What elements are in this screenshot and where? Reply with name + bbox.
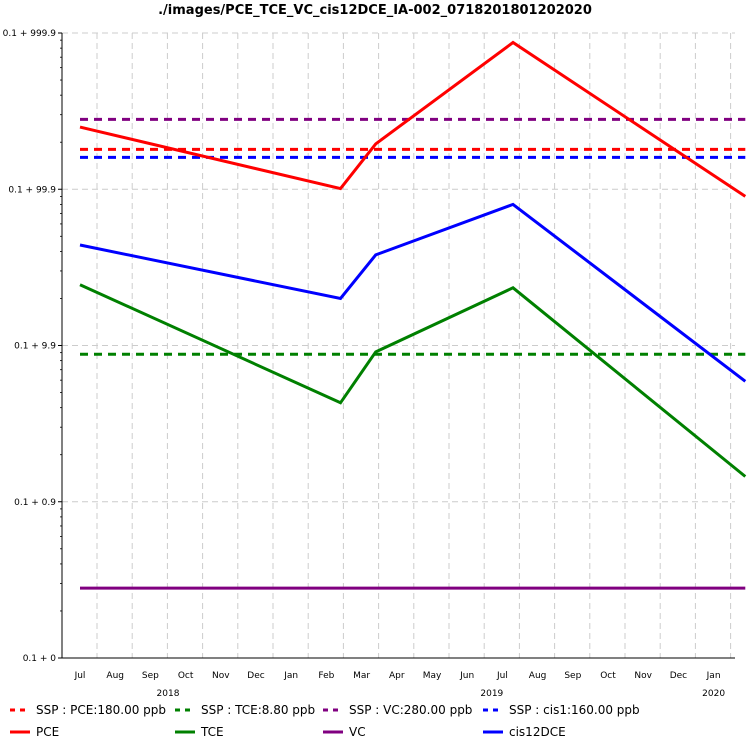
year-label: 2018 xyxy=(157,689,180,699)
axes xyxy=(58,32,735,659)
x-tick-label: Aug xyxy=(106,671,124,681)
y-tick-label: 0.1 + 0 xyxy=(23,654,57,664)
x-tick-label: May xyxy=(423,671,442,681)
legend-item: SSP : cis1:160.00 ppb xyxy=(483,703,640,717)
legend-item: cis12DCE xyxy=(483,725,566,739)
legend-item: SSP : VC:280.00 ppb xyxy=(323,703,472,717)
x-tick-label: Jul xyxy=(496,671,508,681)
chart-title: ./images/PCE_TCE_VC_cis12DCE_IA-002_0718… xyxy=(158,3,592,18)
legend-item: TCE xyxy=(175,725,224,739)
year-label: 2020 xyxy=(702,689,725,699)
x-tick-label: Oct xyxy=(600,671,616,681)
x-tick-label: Nov xyxy=(212,671,230,681)
x-tick-label: Sep xyxy=(564,671,581,681)
legend-label: cis12DCE xyxy=(509,725,566,739)
y-tick-label: 0.1 + 99.9 xyxy=(8,185,56,195)
y-tick-label: 0.1 + 0.9 xyxy=(14,498,56,508)
legend-label: SSP : PCE:180.00 ppb xyxy=(36,703,166,717)
x-tick-label: Aug xyxy=(529,671,547,681)
x-tick-label: Jan xyxy=(283,671,298,681)
x-tick-label: Dec xyxy=(247,671,264,681)
legend-item: VC xyxy=(323,725,366,739)
series-cis12dce xyxy=(79,202,747,383)
legend-item: PCE xyxy=(10,725,59,739)
x-tick-label: Jul xyxy=(74,671,86,681)
legend-label: SSP : cis1:160.00 ppb xyxy=(509,703,640,717)
x-tick-label: Dec xyxy=(670,671,687,681)
x-tick-label: Oct xyxy=(178,671,194,681)
x-tick-label: Feb xyxy=(318,671,334,681)
y-tick-labels: 0.1 + 999.9 0.1 + 99.9 0.1 + 9.9 0.1 + 0.9 0… xyxy=(3,29,57,664)
legend-item: SSP : PCE:180.00 ppb xyxy=(10,703,166,717)
series-tce xyxy=(79,283,747,478)
legend-label: TCE xyxy=(200,725,224,739)
legend-label: PCE xyxy=(36,725,59,739)
legend-label: SSP : TCE:8.80 ppb xyxy=(201,703,315,717)
y-tick-label: 0.1 + 999.9 xyxy=(3,29,57,39)
legend-label: SSP : VC:280.00 ppb xyxy=(349,703,472,717)
grid xyxy=(62,32,735,658)
year-label: 2019 xyxy=(480,689,503,699)
legend-item: SSP : TCE:8.80 ppb xyxy=(175,703,315,717)
y-tick-label: 0.1 + 9.9 xyxy=(14,342,56,352)
x-tick-label: Mar xyxy=(353,671,370,681)
x-tick-label: Apr xyxy=(389,671,405,681)
x-tick-label: Jun xyxy=(459,671,474,681)
series-pce xyxy=(79,40,747,198)
legend: SSP : PCE:180.00 ppb SSP : TCE:8.80 ppb SS… xyxy=(10,703,640,739)
legend-label: VC xyxy=(349,725,366,739)
series-lines xyxy=(79,40,747,590)
x-tick-label: Jan xyxy=(706,671,721,681)
x-tick-labels: Jul Aug Sep Oct Nov Dec Jan Feb Mar Apr May Jun Jul A… xyxy=(74,671,726,699)
x-tick-label: Nov xyxy=(634,671,652,681)
x-tick-label: Sep xyxy=(142,671,159,681)
